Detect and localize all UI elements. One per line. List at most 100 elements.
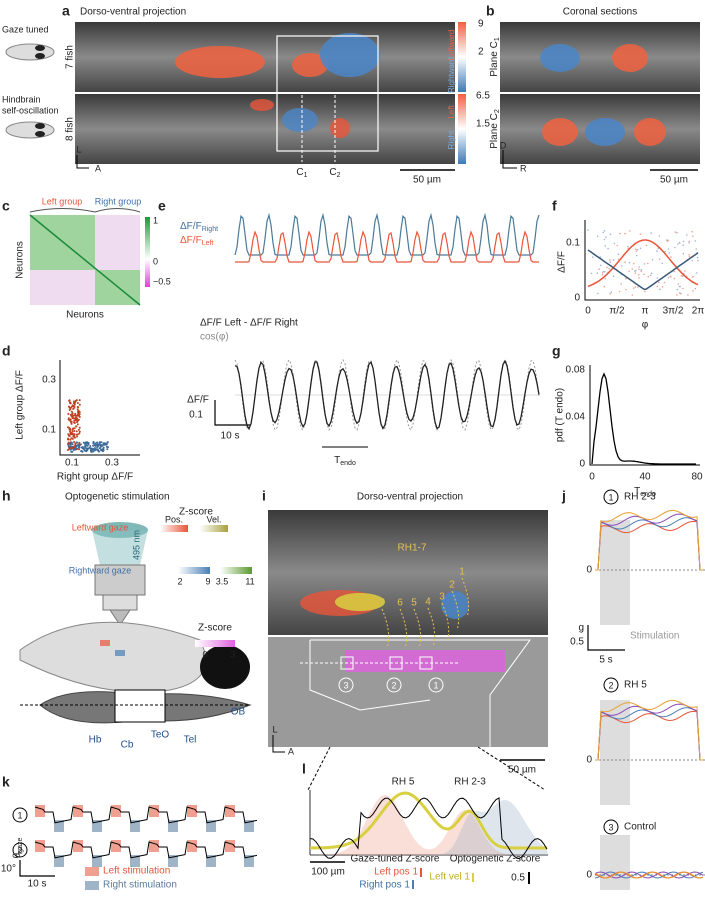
scatter-point bbox=[639, 233, 642, 236]
scatter-point bbox=[695, 248, 697, 250]
scatter-point bbox=[76, 441, 79, 444]
scatter-point bbox=[74, 417, 77, 420]
stim-right bbox=[244, 820, 254, 832]
label: 2 bbox=[449, 580, 455, 591]
label: Neurons bbox=[66, 310, 104, 321]
scatter-point bbox=[92, 442, 95, 445]
label: Neurons bbox=[15, 241, 26, 279]
label: Plane C1 bbox=[489, 37, 501, 77]
rh-boundary bbox=[461, 577, 470, 618]
text-main: Plane C bbox=[489, 41, 500, 77]
scatter-point bbox=[678, 285, 681, 288]
label: 0.1 bbox=[566, 238, 580, 249]
trace bbox=[234, 359, 540, 431]
text-main: T bbox=[634, 486, 640, 497]
panel-e-traces bbox=[214, 394, 540, 448]
scatter-point bbox=[647, 262, 649, 265]
text-sub: 1 bbox=[494, 37, 501, 41]
scatter-point bbox=[70, 437, 73, 440]
stim-right bbox=[92, 820, 102, 832]
row-circle bbox=[12, 807, 28, 823]
scatter-point bbox=[71, 430, 74, 433]
scatter-point bbox=[78, 413, 81, 416]
stim-left bbox=[187, 805, 197, 817]
trace bbox=[595, 699, 703, 761]
scatter-point bbox=[691, 259, 694, 262]
label: RH 2-3 bbox=[624, 492, 656, 503]
scatter-point bbox=[70, 450, 73, 453]
scatter-point bbox=[682, 244, 684, 246]
stim-left bbox=[111, 840, 121, 852]
trace bbox=[595, 509, 703, 571]
label: TeO bbox=[151, 730, 170, 741]
label: 10 s bbox=[28, 879, 47, 890]
label: Leftward gaze bbox=[72, 522, 129, 532]
scatter-point bbox=[73, 427, 76, 430]
scatter-point bbox=[602, 231, 604, 234]
label: 0.5 bbox=[511, 873, 525, 884]
scatter-point bbox=[70, 441, 73, 444]
trace bbox=[235, 230, 539, 263]
label: A bbox=[95, 163, 101, 173]
scatter-point bbox=[628, 261, 631, 264]
scatter-point bbox=[101, 450, 104, 453]
scatter-point bbox=[70, 421, 73, 424]
label: Right group bbox=[95, 196, 142, 206]
label: 7 fish bbox=[65, 45, 76, 69]
scatter-point bbox=[105, 442, 108, 445]
label: 10° bbox=[1, 864, 16, 875]
label: 40 bbox=[639, 472, 651, 483]
scatter-point bbox=[603, 238, 606, 241]
scatter-point bbox=[77, 428, 80, 431]
label: g bbox=[578, 623, 584, 634]
label: ΔF/F bbox=[557, 251, 568, 273]
scatter-point bbox=[635, 250, 638, 252]
scatter-point bbox=[598, 268, 600, 270]
scatter-point bbox=[87, 443, 90, 446]
scatter-point bbox=[76, 417, 79, 420]
text-main: ΔF/F bbox=[180, 221, 202, 232]
scatter-point bbox=[664, 250, 666, 253]
scatter-point bbox=[604, 245, 607, 247]
label: 0.5 bbox=[570, 637, 584, 648]
text-sub: Right bbox=[202, 226, 218, 233]
scatter-point bbox=[69, 402, 72, 405]
label: 1 bbox=[17, 810, 22, 820]
scatter-point bbox=[673, 277, 676, 280]
stim-left bbox=[73, 805, 83, 817]
label: Left group ΔF/F bbox=[15, 370, 26, 440]
scatter-point bbox=[98, 447, 101, 450]
scatter-point bbox=[682, 275, 684, 278]
label: Z-score bbox=[179, 507, 213, 518]
label: 5 bbox=[411, 598, 417, 609]
scatter-point bbox=[682, 252, 685, 255]
label: −0.5 bbox=[153, 276, 171, 286]
scatter-point bbox=[620, 283, 622, 285]
scatter-point bbox=[684, 270, 686, 272]
label: 3 bbox=[608, 822, 613, 832]
label: Rightward gaze bbox=[69, 565, 132, 575]
scatter-point bbox=[84, 446, 87, 449]
scatter-point bbox=[601, 272, 604, 274]
trace bbox=[587, 239, 699, 288]
label: pdf (T endo) bbox=[555, 388, 566, 442]
scatter-point bbox=[618, 290, 621, 293]
panel-l-profiles bbox=[309, 790, 548, 889]
scatter-point bbox=[93, 447, 96, 449]
label: 0.1 bbox=[189, 410, 203, 421]
scatter-point bbox=[676, 231, 678, 234]
scatter-point bbox=[76, 402, 79, 404]
scatter-point bbox=[647, 275, 650, 278]
scatter-point bbox=[603, 285, 606, 288]
label: Right stimulation bbox=[103, 880, 177, 891]
label: OB bbox=[231, 707, 246, 718]
scatter-point bbox=[688, 242, 690, 244]
scatter-point bbox=[85, 442, 88, 445]
label: Plane C2 bbox=[489, 109, 501, 149]
panel-i-image bbox=[268, 510, 548, 791]
scatter-point bbox=[631, 294, 634, 296]
stim-left bbox=[149, 805, 159, 817]
scatter-point bbox=[102, 447, 105, 450]
label: Tendo bbox=[634, 486, 656, 498]
stim-left bbox=[73, 840, 83, 852]
